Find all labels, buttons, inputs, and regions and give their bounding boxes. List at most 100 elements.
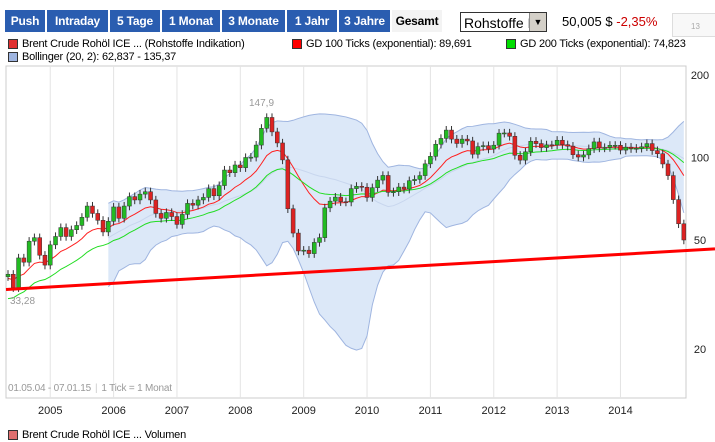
candle: [301, 249, 306, 252]
candle: [649, 143, 655, 151]
candle: [264, 117, 269, 129]
candle: [53, 236, 58, 246]
range-label: 01.05.04 - 07.01.15: [8, 383, 91, 394]
candle: [607, 145, 613, 148]
candle: [227, 169, 233, 173]
candle: [597, 141, 602, 149]
candle: [401, 186, 407, 190]
candle: [296, 232, 301, 252]
candle: [660, 153, 665, 165]
candle: [21, 257, 27, 263]
candle: [169, 212, 174, 217]
candle: [655, 150, 660, 155]
legend-brent: Brent Crude Rohöl ICE ... (Rohstoffe Ind…: [8, 38, 245, 50]
exchange-select[interactable]: Rohstoffe In ▼: [460, 12, 547, 32]
candle: [480, 145, 486, 147]
candle: [417, 175, 423, 180]
candle: [681, 223, 687, 241]
candle: [570, 145, 576, 155]
candle: [253, 144, 259, 158]
candle: [465, 138, 470, 142]
candle: [512, 136, 518, 156]
candle: [211, 188, 217, 197]
thumbnail-label: 13: [691, 22, 700, 31]
x-tick-label: 2013: [545, 405, 569, 417]
x-tick-label: 2012: [482, 405, 506, 417]
bollinger-upper: [108, 113, 685, 204]
candle: [111, 206, 116, 222]
chart-thumbnail[interactable]: 13: [672, 13, 715, 37]
candle: [396, 186, 401, 192]
candle: [502, 132, 507, 135]
candle: [370, 187, 375, 198]
candle: [428, 156, 433, 165]
x-tick-label: 2008: [228, 405, 252, 417]
candle: [422, 163, 428, 176]
select-value: Rohstoffe In: [464, 15, 540, 31]
legend-swatch: [8, 39, 18, 49]
candle: [311, 242, 317, 254]
candle: [628, 146, 634, 149]
candle: [364, 186, 370, 198]
candle: [190, 203, 196, 206]
candle: [391, 191, 396, 193]
tab-1-monat[interactable]: 1 Monat: [162, 10, 220, 32]
candle: [412, 179, 417, 181]
candle: [216, 185, 222, 197]
bollinger-band: [108, 113, 684, 351]
candle: [201, 197, 206, 201]
tab-push[interactable]: Push: [5, 10, 45, 32]
tab-3-monate[interactable]: 3 Monate: [222, 10, 285, 32]
candle: [496, 132, 502, 146]
y-tick-label: 20: [694, 344, 706, 356]
tab-intraday[interactable]: Intraday: [47, 10, 108, 32]
candle: [507, 132, 512, 137]
candle: [153, 199, 159, 214]
candle: [554, 139, 560, 146]
candle: [634, 147, 639, 150]
x-tick-label: 2011: [419, 405, 443, 417]
chevron-down-icon[interactable]: ▼: [529, 13, 546, 31]
x-tick-label: 2010: [355, 405, 379, 417]
candle: [132, 196, 137, 201]
candle: [327, 200, 333, 209]
tab-3-jahre[interactable]: 3 Jahre: [339, 10, 390, 32]
price-change: -2,35%: [616, 14, 658, 29]
candle: [143, 191, 148, 195]
bollinger-middle: [108, 142, 685, 239]
candle: [26, 240, 32, 263]
candle: [148, 191, 153, 201]
legend-gd200: GD 200 Ticks (exponential): 74,823: [506, 38, 686, 50]
trendline: [5, 247, 715, 291]
candle: [306, 249, 312, 254]
candle: [16, 257, 21, 288]
legend-swatch: [8, 430, 18, 440]
candle: [475, 146, 481, 155]
x-tick-label: 2006: [101, 405, 125, 417]
candle: [121, 205, 127, 219]
candle: [127, 196, 132, 207]
candle: [575, 154, 581, 158]
timeframe-tabs: Push Intraday 5 Tage 1 Monat 3 Monate 1 …: [5, 10, 442, 32]
candle: [639, 146, 644, 149]
tab-5-tage[interactable]: 5 Tage: [110, 10, 160, 32]
candle: [375, 179, 380, 188]
candle: [459, 138, 465, 144]
candle: [206, 188, 211, 198]
candle: [449, 129, 454, 140]
candle: [517, 155, 523, 161]
candle: [581, 154, 586, 158]
legend-bollinger: Bollinger (20, 2): 62,837 - 135,37: [8, 51, 176, 63]
candle: [269, 117, 275, 133]
tab-1-jahr[interactable]: 1 Jahr: [287, 10, 337, 32]
candle: [280, 142, 285, 161]
candle: [285, 159, 291, 210]
candle: [195, 199, 201, 206]
x-tick-label: 2009: [291, 405, 315, 417]
candle: [238, 164, 243, 168]
candle: [47, 244, 53, 266]
candle: [185, 203, 190, 215]
tab-gesamt[interactable]: Gesamt: [392, 10, 442, 32]
candle: [37, 237, 42, 256]
candle: [317, 237, 322, 243]
